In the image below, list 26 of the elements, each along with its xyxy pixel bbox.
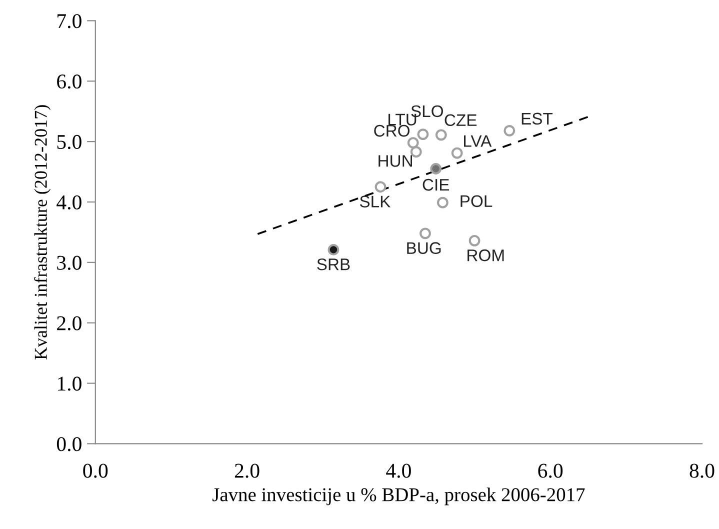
y-axis-title: Kvalitet infrastrukture (2012-2017)	[34, 105, 51, 360]
annotation: HUN	[378, 155, 412, 167]
y-tick-label: 0.0	[56, 437, 82, 452]
x-tick-label: 2.0	[234, 464, 260, 478]
x-tick-label: 4.0	[386, 464, 411, 478]
annotation: CRO	[374, 124, 410, 137]
x-tick-label: 8.0	[690, 464, 714, 478]
y-tick-label: 5.0	[57, 134, 82, 150]
annotation: BUG	[407, 242, 441, 254]
annotation: CZE	[444, 114, 477, 126]
x-tick-label: 0.0	[83, 464, 108, 478]
y-tick-label: 3.0	[57, 256, 82, 270]
annotation: SRB	[317, 258, 350, 270]
x-axis-title: Javne investicije u % BDP-a, prosek 2006-2017	[212, 488, 585, 506]
x-tick-label: 6.0	[538, 464, 563, 478]
annotation: ROM	[468, 249, 504, 262]
y-tick-label: 2.0	[57, 316, 82, 330]
y-tick-label: 4.0	[56, 195, 82, 210]
annotation: CIE	[422, 178, 450, 191]
annotation: EST	[522, 112, 553, 125]
annotation: SLK	[360, 196, 391, 208]
y-tick-label: 6.0	[57, 74, 82, 89]
annotation: POL	[460, 195, 492, 208]
y-tick-label: 7.0	[58, 14, 82, 28]
annotation: LVA	[464, 135, 492, 147]
y-tick-label: 1.0	[58, 376, 82, 391]
